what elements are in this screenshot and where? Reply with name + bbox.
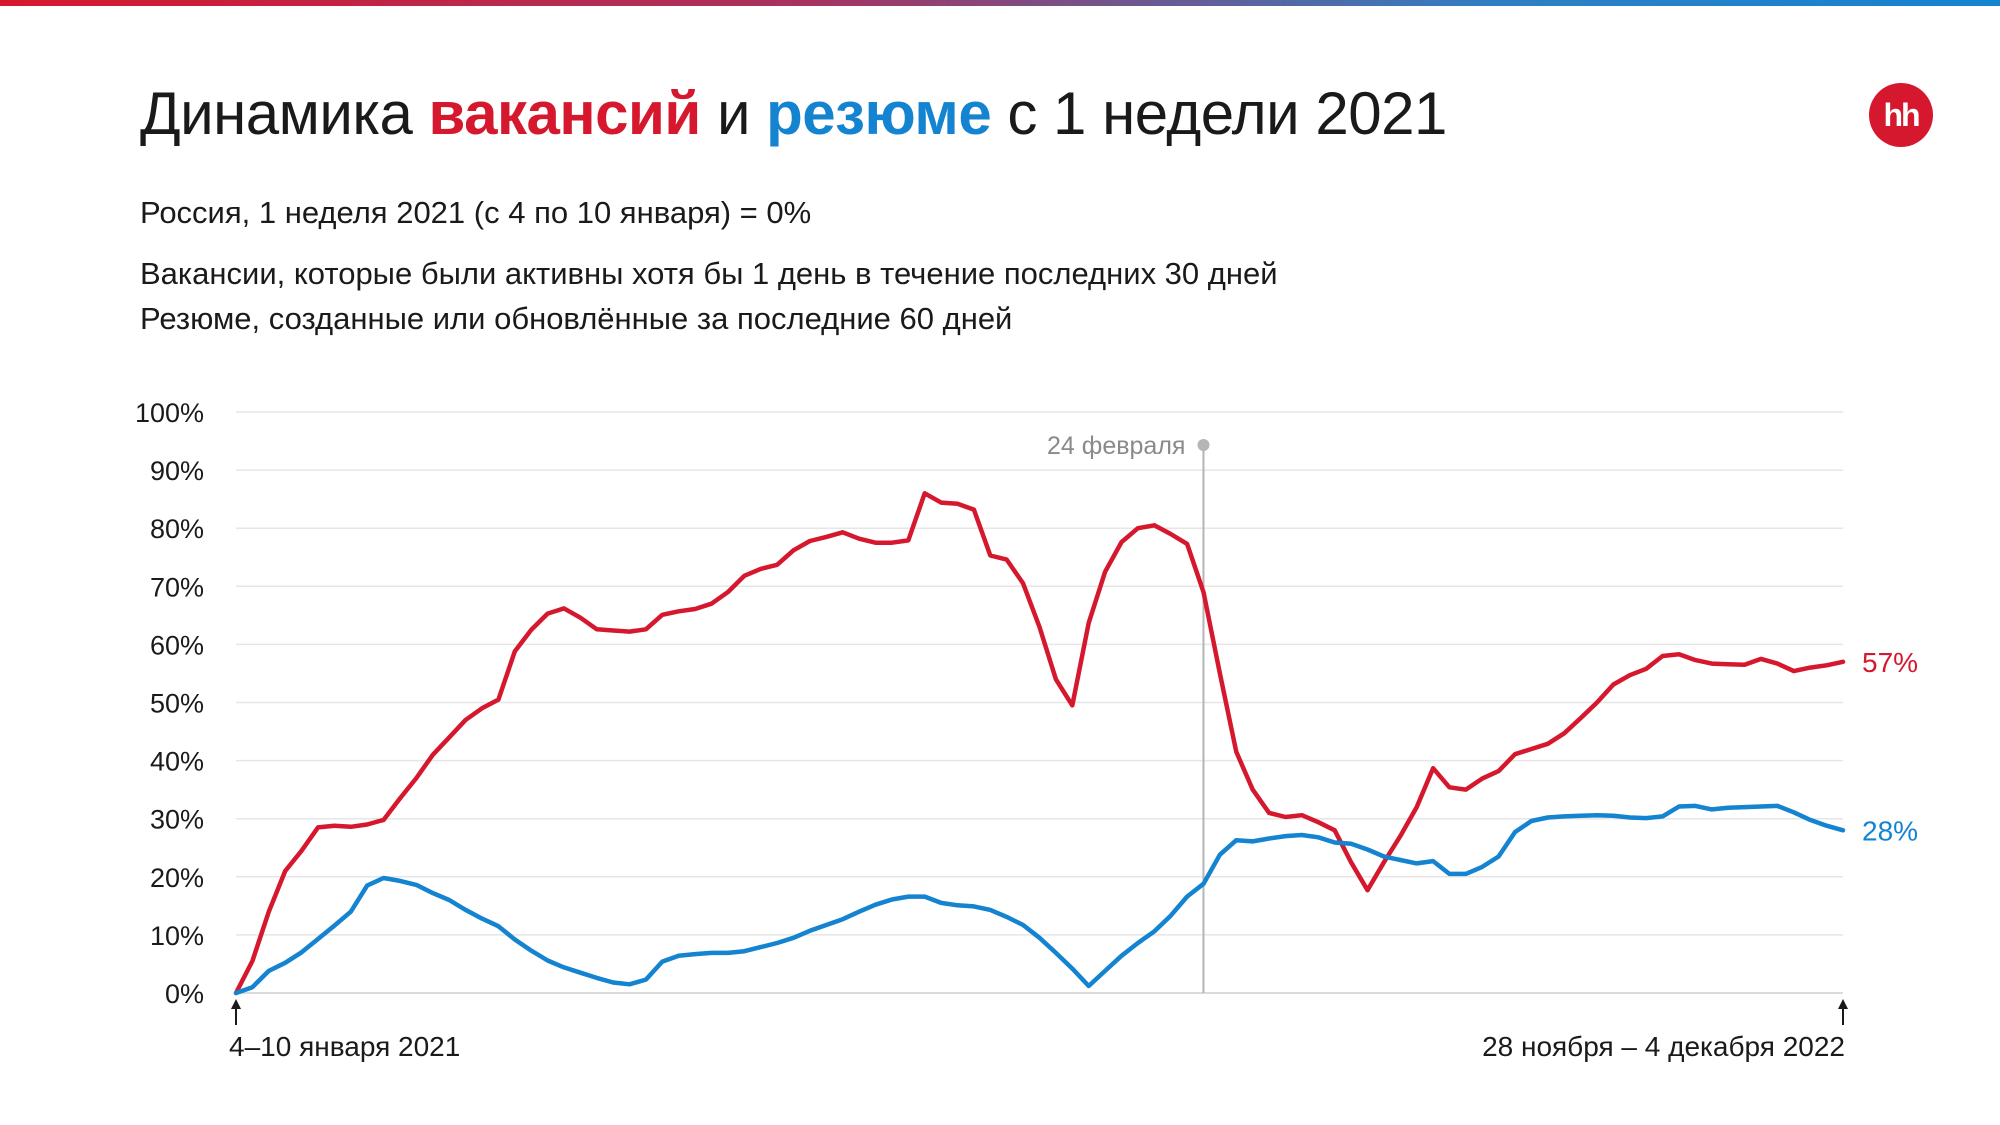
- end-label-vacancies: 57%: [1862, 647, 1918, 678]
- title-part-3: и: [700, 80, 767, 147]
- y-tick-label: 20%: [150, 863, 204, 893]
- title-vacancies: вакансий: [428, 80, 702, 147]
- title-resumes: резюме: [766, 80, 992, 147]
- subtitle-resumes-definition: Резюме, созданные или обновлённые за пос…: [140, 301, 1013, 336]
- title-part-5: с 1 недели 2021: [991, 80, 1447, 147]
- top-gradient-bar: [0, 0, 2000, 6]
- y-tick-label: 40%: [150, 747, 204, 777]
- hh-logo-icon: hh: [1869, 83, 1933, 147]
- x-start-arrow-icon: [231, 999, 241, 1009]
- event-marker: [1197, 439, 1210, 451]
- logo-text: hh: [1883, 96, 1920, 133]
- x-end-label: 28 ноября – 4 декабря 2022: [1482, 1031, 1845, 1062]
- y-tick-label: 60%: [150, 630, 204, 660]
- end-label-resumes: 28%: [1862, 815, 1918, 846]
- x-start-label: 4–10 января 2021: [229, 1031, 460, 1062]
- page-title: Динамика вакансий и резюме с 1 недели 20…: [140, 78, 1447, 150]
- y-tick-label: 50%: [150, 689, 204, 719]
- y-tick-label: 80%: [150, 514, 204, 544]
- vacancies-line: [233, 491, 1846, 996]
- y-tick-label: 90%: [150, 456, 204, 486]
- y-tick-label: 10%: [150, 921, 204, 951]
- subtitle-baseline: Россия, 1 неделя 2021 (с 4 по 10 января)…: [140, 195, 812, 230]
- y-tick-label: 30%: [150, 805, 204, 835]
- y-tick-label: 100%: [135, 398, 204, 428]
- x-end-arrow-icon: [1838, 999, 1848, 1009]
- title-part-1: Динамика: [140, 80, 429, 147]
- subtitle-vacancies-definition: Вакансии, которые были активны хотя бы 1…: [140, 256, 1278, 291]
- event-label: 24 февраля: [1047, 432, 1185, 460]
- y-tick-label: 0%: [165, 979, 204, 1009]
- resumes-line: [233, 803, 1846, 996]
- y-tick-label: 70%: [150, 572, 204, 602]
